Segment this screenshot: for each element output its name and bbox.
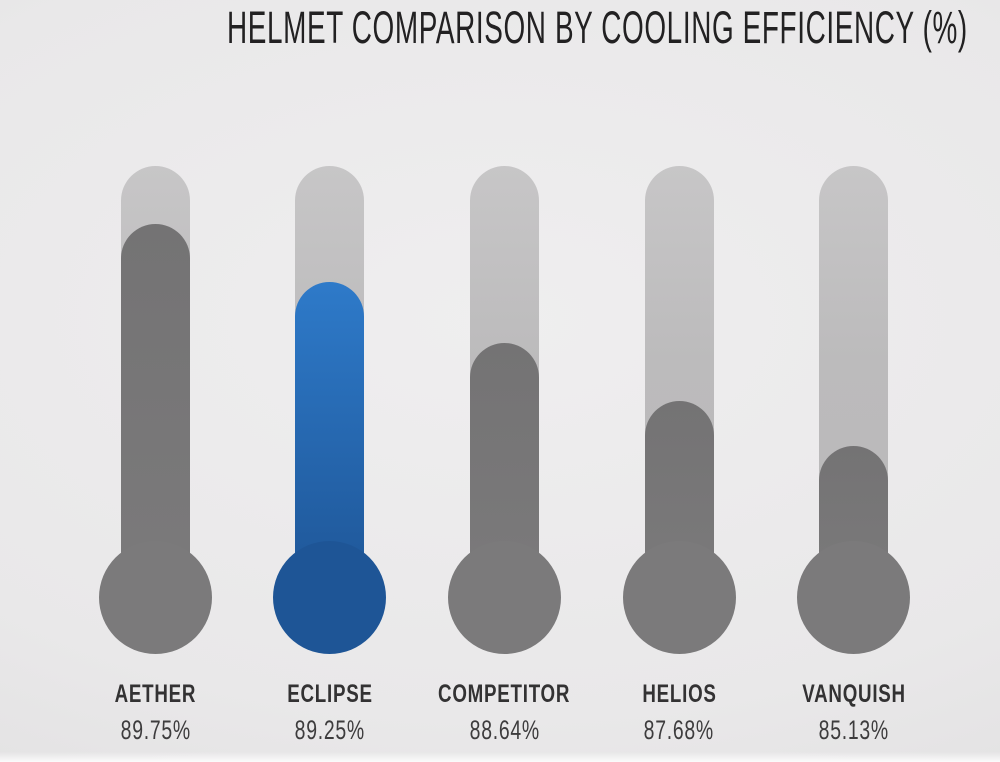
helmet-name-label: HELIOS <box>641 680 717 708</box>
thermometer-column-vanquish: VANQUISH 85.13% <box>766 166 941 745</box>
thermometer-bulb <box>797 541 911 654</box>
page-title-text: HELMET COMPARISON BY COOLING EFFICIENCY … <box>227 2 968 53</box>
thermometer <box>98 166 212 654</box>
helmet-name-label: AETHER <box>114 680 197 708</box>
page-title: HELMET COMPARISON BY COOLING EFFICIENCY … <box>0 2 1000 54</box>
helmet-name-label: ECLIPSE <box>287 680 373 708</box>
helmet-name-label: VANQUISH <box>801 680 906 708</box>
thermometer <box>273 166 387 654</box>
cooling-value-label: 87.68% <box>643 715 715 745</box>
thermometer-fill <box>120 224 190 598</box>
thermometer-row: AETHER 89.75% ECLIPSE 89.25% COMPETITOR … <box>68 166 941 745</box>
thermometer-column-competitor: COMPETITOR 88.64% <box>417 166 592 745</box>
thermometer-bulb <box>622 541 736 654</box>
bottom-edge-highlight <box>0 752 1000 762</box>
cooling-value-label: 89.25% <box>294 715 366 745</box>
thermometer-bulb <box>273 541 387 654</box>
cooling-value-label: 89.75% <box>120 715 191 745</box>
thermometer <box>447 166 561 654</box>
cooling-value-label: 85.13% <box>818 715 889 745</box>
helmet-name-label: COMPETITOR <box>438 680 571 708</box>
thermometer-column-helios: HELIOS 87.68% <box>592 166 767 745</box>
thermometer <box>622 166 736 654</box>
thermometer-column-aether: AETHER 89.75% <box>68 166 243 745</box>
thermometer-bulb <box>447 541 561 654</box>
cooling-value-label: 88.64% <box>469 715 540 745</box>
thermometer-bulb <box>98 541 212 654</box>
thermometer <box>797 166 911 654</box>
thermometer-column-eclipse: ECLIPSE 89.25% <box>243 166 418 745</box>
